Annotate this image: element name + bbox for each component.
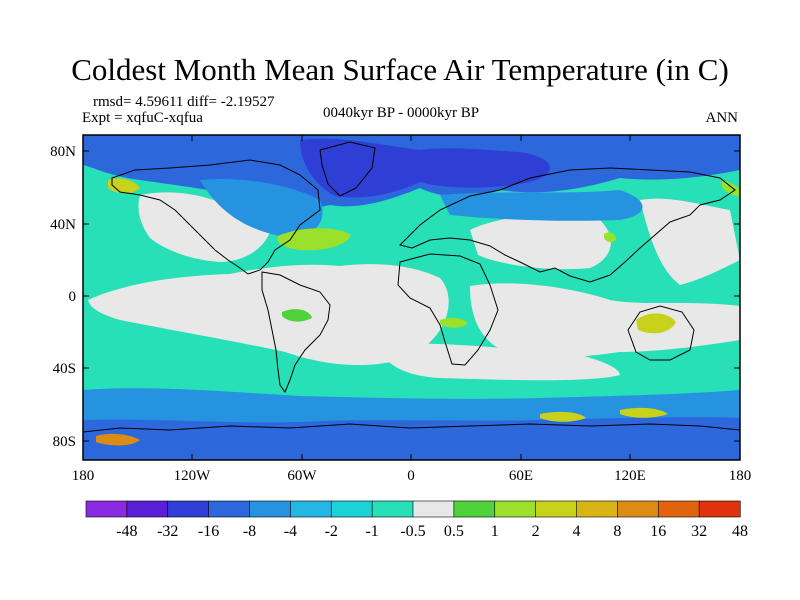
color-bar-label: -8 — [243, 523, 256, 540]
lon-tick-label-60w: 60W — [287, 468, 317, 484]
color-bar — [85, 500, 741, 518]
field-zone-indian — [380, 343, 620, 381]
color-bar-swatch — [249, 500, 291, 518]
color-bar-swatch — [330, 500, 373, 518]
experiment-label: Expt = xqfuC-xqfua — [82, 110, 203, 126]
color-bar-swatch — [617, 500, 659, 518]
lon-tick-label-180e: 180 — [729, 468, 752, 484]
period-label: 0040kyr BP - 0000kyr BP — [323, 105, 480, 121]
lon-tick-label-120e: 120E — [614, 468, 646, 484]
field-zone-africa-warm — [440, 317, 468, 328]
field-zone-alaska-warm — [108, 178, 140, 194]
color-bar-label: -48 — [116, 523, 137, 540]
field-zone-ross-sea-warm — [620, 407, 668, 418]
coastline-antarctica — [83, 423, 740, 433]
season-label: ANN — [705, 110, 739, 126]
stats-text: rmsd= 4.59611 diff= -2.19527 — [93, 94, 275, 110]
color-bar-label: -2 — [325, 523, 338, 540]
lat-tick-marks — [83, 150, 740, 442]
field-zone-arctic-cold — [300, 138, 550, 198]
color-bar-label: 16 — [650, 523, 666, 540]
color-bar-label: 48 — [732, 523, 748, 540]
field-zone-north-america — [200, 178, 323, 237]
color-bar-swatch — [208, 500, 251, 518]
lon-tick-label-180w: 180 — [72, 468, 95, 484]
color-bar-swatch — [494, 500, 537, 518]
coastline-australia — [627, 305, 695, 361]
color-bar-label: -32 — [157, 523, 178, 540]
field-zone-atlantic — [88, 264, 449, 366]
color-bar-swatch — [535, 500, 578, 518]
color-bar-label: -0.5 — [400, 523, 425, 540]
color-bar-label: 2 — [532, 523, 540, 540]
color-bar-swatch — [657, 500, 700, 518]
color-bar-swatch — [126, 500, 169, 518]
color-bar-swatch — [576, 500, 618, 518]
color-bar-label: 4 — [573, 523, 581, 540]
field-zone-east-asia-warm — [604, 232, 616, 243]
field-zone-siberia-warm — [722, 180, 740, 196]
color-bar-label: 32 — [691, 523, 707, 540]
temperature-field — [83, 135, 740, 460]
lat-tick-label-80n: 80N — [50, 144, 76, 160]
color-bar-swatch — [453, 500, 496, 518]
coastlines — [83, 141, 740, 433]
coastline-north-america — [111, 159, 321, 275]
lon-tick-label-120w: 120W — [174, 468, 212, 484]
lat-tick-label-80s: 80S — [53, 434, 76, 450]
field-zone-south-america-warm — [282, 309, 312, 322]
field-zone-antarctic — [83, 417, 740, 460]
color-bar-label: -4 — [284, 523, 297, 540]
color-bar-swatch — [167, 500, 210, 518]
color-bar-label: 0.5 — [444, 523, 464, 540]
color-bar-label: 8 — [613, 523, 621, 540]
color-bar-label: -16 — [198, 523, 219, 540]
color-bar-label: -1 — [365, 523, 378, 540]
color-bar-swatch — [698, 500, 741, 518]
color-bar-labels: -48 -32 -16 -8 -4 -2 -1 -0.5 0.5 1 2 4 8 16 32 48 — [116, 523, 748, 540]
lon-tick-label-0: 0 — [407, 468, 415, 484]
field-zone-eurasia — [440, 190, 643, 221]
field-zone-north-pacific-warm — [277, 228, 351, 251]
coastline-africa — [397, 253, 499, 366]
color-bar-swatch — [412, 500, 455, 518]
coastline-greenland — [319, 141, 376, 197]
map-title: Coldest Month Mean Surface Air Temperatu… — [71, 52, 729, 87]
lat-tick-label-0: 0 — [69, 289, 77, 305]
field-zone-east-antarctic-warm — [540, 411, 586, 422]
lon-tick-label-60e: 60E — [509, 468, 533, 484]
coastline-south-america — [261, 271, 331, 394]
lon-tick-marks — [191, 135, 631, 460]
color-bar-label: 1 — [491, 523, 499, 540]
field-zone-west-pacific — [640, 198, 740, 285]
lat-tick-label-40n: 40N — [50, 217, 76, 233]
color-bar-swatch — [290, 500, 332, 518]
field-zone-tropics — [470, 283, 740, 358]
color-bar-swatch — [371, 500, 414, 518]
lat-tick-label-40s: 40S — [53, 361, 76, 377]
field-zone-australia-warm — [636, 313, 676, 334]
field-zone-antarctic-peninsula-warm — [96, 433, 140, 446]
coastline-eurasia — [399, 167, 736, 283]
color-bar-swatch — [85, 500, 128, 518]
